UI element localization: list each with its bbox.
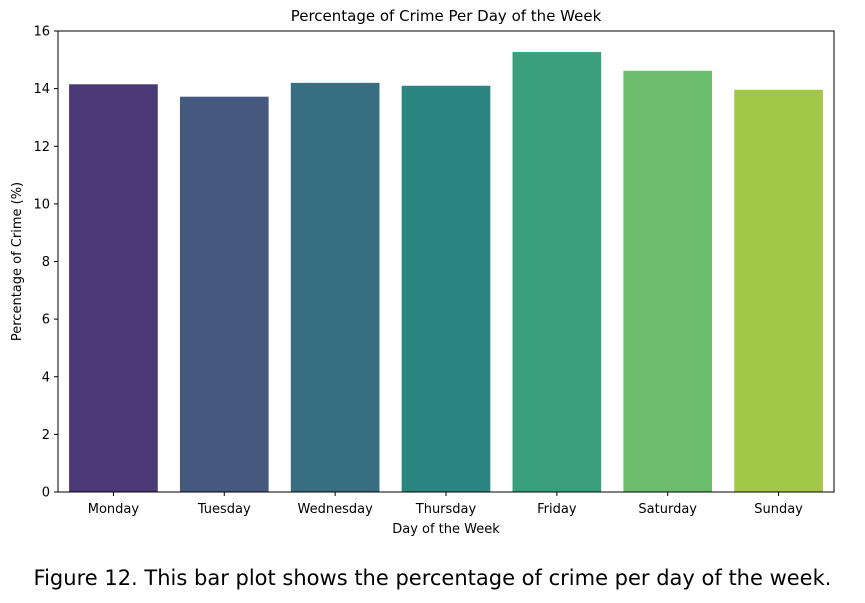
figure-caption: Figure 12. This bar plot shows the perce… bbox=[33, 566, 832, 590]
bar-friday bbox=[512, 52, 602, 493]
bar-tuesday bbox=[179, 96, 269, 492]
x-axis-label: Day of the Week bbox=[392, 522, 500, 537]
y-tick-label: 10 bbox=[33, 197, 50, 212]
chart-title: Percentage of Crime Per Day of the Week bbox=[291, 7, 602, 25]
y-tick-label: 6 bbox=[42, 313, 50, 328]
x-tick-label: Tuesday bbox=[197, 502, 251, 517]
y-tick-label: 2 bbox=[42, 428, 50, 443]
x-tick-label: Monday bbox=[88, 502, 140, 517]
bar-wednesday bbox=[290, 82, 380, 493]
y-tick-label: 14 bbox=[33, 82, 50, 97]
bar-saturday bbox=[623, 70, 713, 492]
x-tick-label: Saturday bbox=[638, 502, 697, 517]
x-tick-label: Friday bbox=[537, 502, 577, 517]
bar-chart: Percentage of Crime Per Day of the Week … bbox=[10, 7, 835, 537]
plot-frame bbox=[57, 30, 835, 493]
x-tick-label: Thursday bbox=[415, 502, 477, 517]
y-axis-ticks: 0 2 4 6 8 10 12 14 16 bbox=[33, 25, 58, 501]
x-axis-ticks: Monday Tuesday Wednesday Thursday Friday Satu… bbox=[88, 492, 803, 517]
x-tick-label: Sunday bbox=[754, 502, 803, 517]
y-tick-label: 12 bbox=[33, 140, 50, 155]
y-tick-label: 16 bbox=[33, 25, 50, 40]
y-tick-label: 4 bbox=[42, 370, 50, 385]
bar-thursday bbox=[401, 85, 491, 493]
y-tick-label: 8 bbox=[42, 255, 50, 270]
bars-layer bbox=[69, 52, 823, 493]
x-tick-label: Wednesday bbox=[298, 502, 374, 517]
bar-monday bbox=[69, 84, 158, 492]
y-axis-label: Percentage of Crime (%) bbox=[10, 182, 25, 341]
bar-sunday bbox=[734, 89, 823, 492]
y-tick-label: 0 bbox=[42, 486, 50, 501]
